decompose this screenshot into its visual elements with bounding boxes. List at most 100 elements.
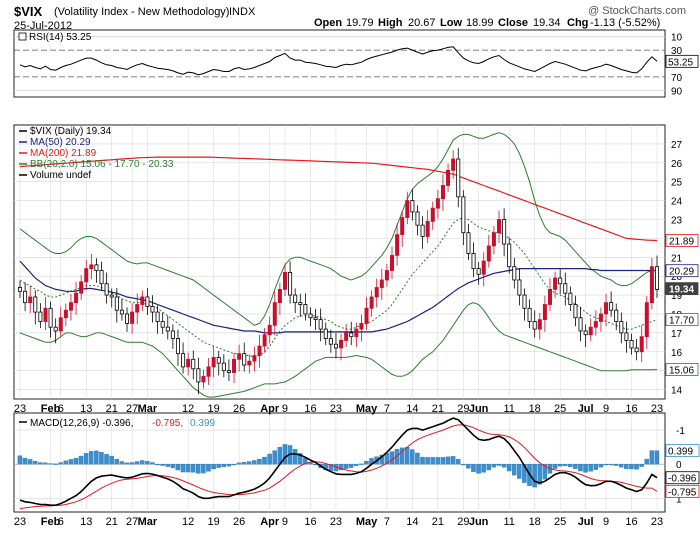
chg-value: -1.13 (-5.52%) xyxy=(590,17,660,29)
candle-body xyxy=(221,362,226,372)
candle-body xyxy=(655,266,660,290)
price-tick-label: 25 xyxy=(671,178,683,189)
candle-body xyxy=(160,321,165,328)
candle-body xyxy=(379,279,384,288)
candle-body xyxy=(532,321,537,330)
x-tick-label-macd: 19 xyxy=(208,516,220,528)
open-value: 19.79 xyxy=(346,17,374,29)
macd-histogram-bar xyxy=(517,464,522,479)
macd-legend-entry: -0.795, xyxy=(152,418,183,429)
macd-histogram-bar xyxy=(343,464,349,469)
price-badge xyxy=(665,234,699,247)
macd-histogram-bar xyxy=(114,458,119,465)
macd-histogram-bar xyxy=(420,456,425,465)
candle-body xyxy=(578,317,583,332)
candle-body xyxy=(542,304,547,321)
price-badge-text: 15.06 xyxy=(669,366,694,377)
x-tick-label-macd: 25 xyxy=(554,516,566,528)
x-tick-label-macd: 7 xyxy=(384,516,390,528)
candle-body xyxy=(175,338,180,355)
candle-body xyxy=(425,220,430,237)
candle-body xyxy=(374,287,379,298)
macd-histogram-bar xyxy=(425,457,430,465)
x-tick-label-macd: 23 xyxy=(330,516,342,528)
macd-histogram-bar xyxy=(282,444,288,465)
high-value: 20.67 xyxy=(408,17,436,29)
x-tick-label-price: 6 xyxy=(58,403,64,415)
candle-body xyxy=(145,296,150,307)
candle-body xyxy=(33,296,38,313)
ma50-line xyxy=(19,260,658,334)
macd-histogram-bar xyxy=(568,464,573,468)
macd-histogram-bar xyxy=(150,462,155,465)
candle-body xyxy=(354,328,359,338)
candle-body xyxy=(23,290,28,304)
candle-body xyxy=(196,368,201,383)
macd-histogram-bar xyxy=(83,453,89,465)
macd-histogram-bar xyxy=(226,464,232,467)
macd-histogram-bar xyxy=(129,462,135,465)
x-tick-label-price: 23 xyxy=(651,403,663,415)
candle-body xyxy=(74,292,79,304)
macd-histogram-bar xyxy=(88,451,94,465)
macd-histogram-bar xyxy=(17,455,23,465)
macd-histogram-bar xyxy=(292,449,298,465)
candle-body xyxy=(614,309,619,322)
macd-histogram-bar xyxy=(99,452,104,465)
candle-body xyxy=(649,266,654,304)
candle-body xyxy=(109,294,114,298)
candle-body xyxy=(502,219,507,245)
x-tick-label-macd: 26 xyxy=(233,516,245,528)
x-tick-label-price: 13 xyxy=(80,403,92,415)
rsi-line xyxy=(19,46,658,76)
high-label: High xyxy=(378,17,403,29)
candle-body xyxy=(308,313,313,319)
macd-badge-text: -0.795 xyxy=(668,487,697,498)
x-tick-label-price: 21 xyxy=(432,403,444,415)
macd-histogram-bar xyxy=(415,452,420,465)
macd-histogram-bar xyxy=(603,464,609,466)
macd-histogram-bar xyxy=(649,450,655,465)
candle-body xyxy=(247,360,252,366)
macd-histogram-bar xyxy=(348,464,354,468)
price-badge-text: 19.34 xyxy=(669,285,694,296)
x-tick-label-price: 27 xyxy=(126,403,138,415)
candle-body xyxy=(364,307,369,324)
close-value: 19.34 xyxy=(533,17,561,29)
macd-histogram-bar xyxy=(63,460,69,465)
x-axis: 2323FebFeb66131321212727MarMar1212191926… xyxy=(14,403,663,528)
macd-histogram-bar xyxy=(634,464,639,470)
candle-body xyxy=(89,264,94,270)
macd-histogram-bar xyxy=(618,464,624,468)
macd-histogram-bar xyxy=(573,464,578,469)
candle-body xyxy=(28,296,33,304)
candle-body xyxy=(563,283,568,294)
candle-body xyxy=(293,294,298,304)
macd-histogram-bar xyxy=(43,462,48,465)
price-badge-text: 20.29 xyxy=(669,267,694,278)
candle-body xyxy=(440,185,445,200)
rsi-tick-label: 30 xyxy=(671,46,683,57)
macd-histogram-bar xyxy=(440,457,446,465)
candle-body xyxy=(38,311,43,322)
macd-histogram-bar xyxy=(170,464,176,469)
x-tick-label-price: 7 xyxy=(384,403,390,415)
candle-body xyxy=(313,317,318,321)
macd-histogram-bar xyxy=(32,460,38,465)
x-tick-label-macd: Apr xyxy=(260,516,280,528)
x-tick-label-price: 23 xyxy=(14,403,26,415)
price-badge-text: 21.89 xyxy=(669,236,694,247)
macd-histogram-bar xyxy=(211,464,216,470)
candle-body xyxy=(191,358,196,370)
candle-body xyxy=(624,332,629,341)
candle-body xyxy=(537,319,542,330)
candle-body xyxy=(252,355,257,362)
quote-bar: Open 19.79 High 20.67 Low 18.99 Close 19… xyxy=(314,17,660,29)
macd-histogram-bar xyxy=(598,464,604,468)
price-tick-label: 27 xyxy=(671,140,683,151)
candle-body xyxy=(466,232,471,254)
rsi-panel: 90 70 30 10 RSI(14) 53.25 53.25 xyxy=(14,32,699,97)
candle-body xyxy=(165,326,170,332)
macd-histogram-bar xyxy=(216,464,221,468)
